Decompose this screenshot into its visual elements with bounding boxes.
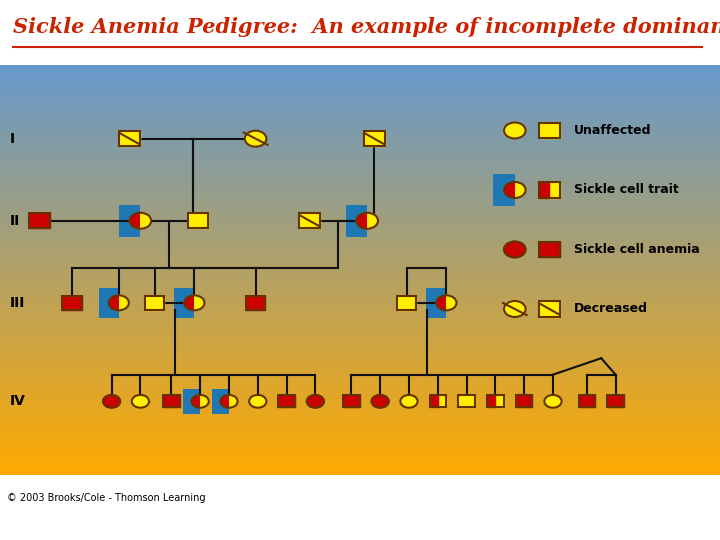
Bar bbox=[279, 395, 294, 407]
Polygon shape bbox=[174, 288, 194, 318]
Ellipse shape bbox=[400, 395, 418, 408]
Ellipse shape bbox=[130, 213, 151, 229]
Bar bbox=[300, 213, 320, 228]
Ellipse shape bbox=[220, 395, 238, 408]
Text: I: I bbox=[9, 132, 14, 146]
Bar bbox=[343, 395, 359, 407]
Bar bbox=[516, 395, 532, 407]
Ellipse shape bbox=[132, 395, 149, 408]
Text: Unaffected: Unaffected bbox=[574, 124, 652, 137]
Bar bbox=[300, 213, 320, 228]
Text: Sickle Anemia Pedigree:  An example of incomplete dominance: Sickle Anemia Pedigree: An example of in… bbox=[13, 17, 720, 37]
Bar bbox=[364, 131, 384, 146]
Bar bbox=[430, 395, 446, 407]
Bar bbox=[188, 213, 208, 228]
Bar bbox=[120, 131, 140, 146]
Text: Sickle cell trait: Sickle cell trait bbox=[574, 184, 678, 197]
Bar bbox=[579, 395, 595, 407]
Polygon shape bbox=[183, 388, 200, 414]
Bar bbox=[608, 395, 624, 407]
Ellipse shape bbox=[436, 295, 456, 310]
Bar bbox=[30, 213, 50, 228]
Text: II: II bbox=[9, 214, 19, 228]
Text: IV: IV bbox=[9, 394, 25, 408]
Polygon shape bbox=[346, 205, 367, 237]
Ellipse shape bbox=[504, 182, 526, 198]
Bar bbox=[539, 183, 559, 198]
Polygon shape bbox=[212, 388, 229, 414]
Ellipse shape bbox=[245, 131, 266, 147]
Bar bbox=[246, 296, 265, 310]
Bar bbox=[63, 296, 81, 310]
Bar bbox=[487, 395, 495, 407]
Ellipse shape bbox=[103, 395, 120, 408]
Ellipse shape bbox=[356, 213, 378, 229]
Bar bbox=[459, 395, 474, 407]
Bar bbox=[279, 395, 294, 407]
Ellipse shape bbox=[192, 395, 209, 408]
Bar bbox=[430, 395, 446, 407]
Bar bbox=[539, 183, 549, 198]
Bar bbox=[539, 183, 559, 198]
Polygon shape bbox=[119, 205, 140, 237]
Bar bbox=[539, 123, 559, 138]
Bar bbox=[343, 395, 359, 407]
Bar bbox=[163, 395, 179, 407]
Bar bbox=[487, 395, 503, 407]
Text: III: III bbox=[9, 296, 24, 310]
Ellipse shape bbox=[504, 182, 526, 198]
Ellipse shape bbox=[249, 395, 266, 408]
Polygon shape bbox=[426, 288, 446, 318]
Bar bbox=[608, 395, 624, 407]
Ellipse shape bbox=[544, 395, 562, 408]
Ellipse shape bbox=[109, 295, 129, 310]
Ellipse shape bbox=[307, 395, 324, 408]
Bar bbox=[459, 395, 474, 407]
Text: Decreased: Decreased bbox=[574, 302, 648, 315]
Text: © 2003 Brooks/Cole - Thomson Learning: © 2003 Brooks/Cole - Thomson Learning bbox=[7, 493, 206, 503]
Bar bbox=[364, 131, 384, 146]
Bar bbox=[188, 213, 208, 228]
Bar bbox=[430, 395, 438, 407]
Bar bbox=[539, 301, 559, 316]
Bar bbox=[397, 296, 416, 310]
Bar bbox=[145, 296, 164, 310]
Bar bbox=[539, 242, 559, 257]
Bar bbox=[63, 296, 81, 310]
Ellipse shape bbox=[184, 295, 204, 310]
Bar bbox=[579, 395, 595, 407]
Bar bbox=[516, 395, 532, 407]
Bar bbox=[145, 296, 164, 310]
Bar bbox=[120, 131, 140, 146]
Bar bbox=[163, 395, 179, 407]
Ellipse shape bbox=[130, 213, 151, 229]
Bar bbox=[397, 296, 416, 310]
Bar bbox=[539, 123, 559, 138]
Ellipse shape bbox=[192, 395, 209, 408]
Ellipse shape bbox=[356, 213, 378, 229]
Ellipse shape bbox=[184, 295, 204, 310]
Bar bbox=[539, 301, 559, 316]
Bar bbox=[487, 395, 503, 407]
Text: Sickle cell anemia: Sickle cell anemia bbox=[574, 243, 700, 256]
Ellipse shape bbox=[504, 123, 526, 138]
Bar bbox=[30, 213, 50, 228]
Ellipse shape bbox=[372, 395, 389, 408]
Ellipse shape bbox=[504, 241, 526, 258]
Polygon shape bbox=[99, 288, 119, 318]
Polygon shape bbox=[493, 174, 515, 206]
Bar bbox=[246, 296, 265, 310]
Ellipse shape bbox=[220, 395, 238, 408]
Bar bbox=[539, 242, 559, 257]
Ellipse shape bbox=[504, 301, 526, 317]
Ellipse shape bbox=[109, 295, 129, 310]
Ellipse shape bbox=[436, 295, 456, 310]
